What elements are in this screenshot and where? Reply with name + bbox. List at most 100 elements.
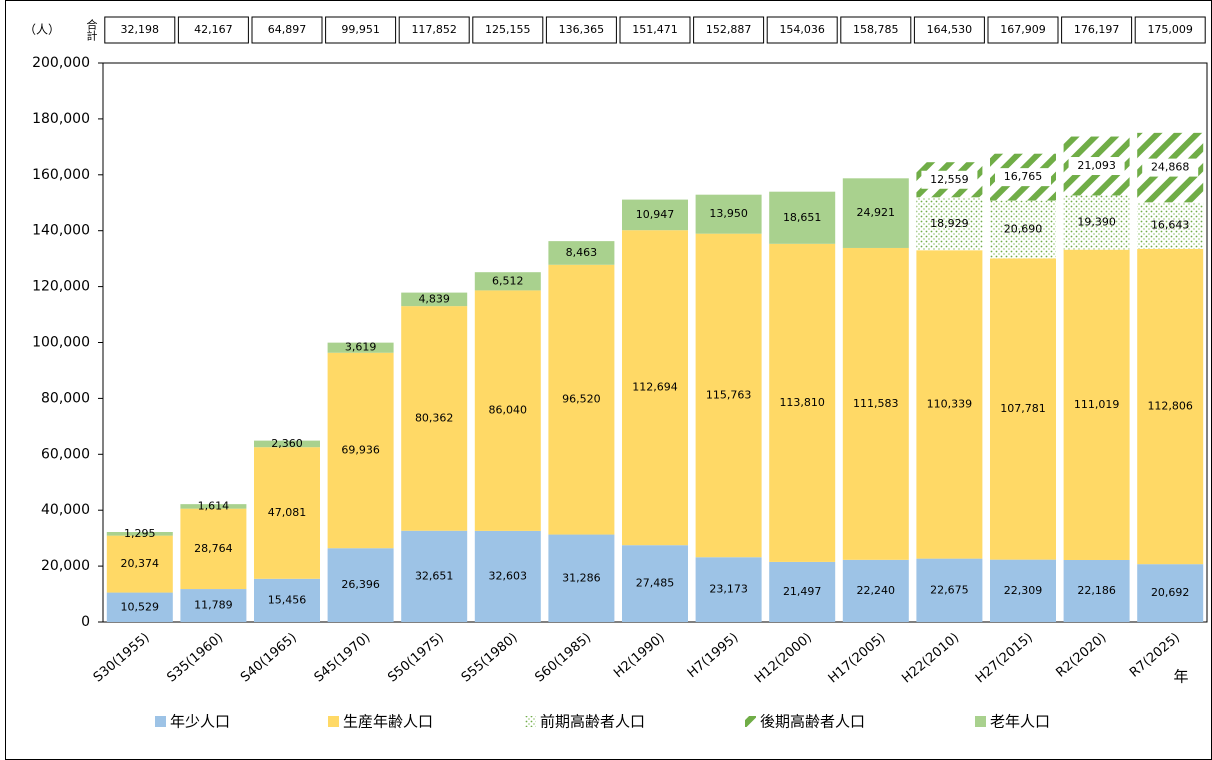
value-label: 13,950 (709, 207, 748, 220)
value-label: 6,512 (492, 274, 524, 287)
value-label: 15,456 (268, 593, 307, 606)
value-label: 20,690 (1004, 222, 1043, 235)
total-box (766, 16, 838, 44)
label-bg (995, 168, 1051, 187)
bar-segment (180, 504, 247, 509)
legend-label: 前期高齢者人口 (540, 713, 645, 731)
value-label: 113,810 (779, 396, 825, 409)
total-label: 117,852 (411, 23, 457, 36)
value-label: 21,497 (783, 585, 822, 598)
legend-swatch (155, 716, 166, 727)
value-label: 18,929 (930, 217, 969, 230)
value-label: 69,936 (341, 443, 380, 456)
value-label: 27,485 (636, 577, 675, 590)
value-label: 1,295 (124, 527, 156, 540)
bar-segment (916, 250, 983, 559)
x-tick-label: H7(1995) (685, 630, 742, 681)
y-tick-label: 180,000 (32, 111, 90, 127)
bar-segment (1063, 195, 1130, 250)
legend-swatch (525, 716, 536, 727)
value-label: 111,583 (853, 397, 899, 410)
y-tick-label: 200,000 (32, 55, 90, 71)
total-box (1134, 16, 1206, 44)
bar-segment (254, 447, 320, 579)
value-label: 8,463 (566, 246, 598, 259)
value-label: 110,339 (927, 397, 973, 410)
value-label: 10,947 (636, 208, 675, 221)
bar-segment (548, 534, 615, 622)
y-tick-label: 100,000 (32, 335, 90, 351)
bar-segment (401, 306, 468, 531)
value-label: 2,360 (271, 437, 303, 450)
total-box (840, 16, 912, 44)
total-box (913, 16, 985, 44)
total-label: 42,167 (194, 23, 233, 36)
bar-segment (1063, 559, 1130, 622)
y-tick-label: 80,000 (41, 390, 90, 406)
bar-segment (474, 290, 541, 531)
value-label: 10,529 (121, 600, 160, 613)
x-tick-label: S60(1985) (532, 630, 594, 685)
bar-segment (695, 194, 762, 234)
total-label: 164,530 (927, 23, 973, 36)
total-label: 158,785 (853, 23, 899, 36)
total-label: 154,036 (779, 23, 825, 36)
value-label: 31,286 (562, 571, 601, 584)
value-label: 20,692 (1151, 586, 1190, 599)
legend-swatch (975, 716, 986, 727)
x-tick-label: S40(1965) (238, 630, 300, 685)
total-label: 32,198 (121, 23, 160, 36)
value-label: 18,651 (783, 211, 822, 224)
total-box (177, 16, 249, 44)
total-label: 99,951 (341, 23, 380, 36)
value-label: 19,390 (1077, 216, 1116, 229)
value-label: 3,619 (345, 341, 377, 354)
total-box (104, 16, 176, 44)
x-tick-label: H12(2000) (752, 630, 815, 686)
total-label: 152,887 (706, 23, 752, 36)
bar-segment (254, 440, 320, 448)
total-box (545, 16, 617, 44)
bar-segment (695, 557, 762, 622)
bar-segment (401, 292, 468, 307)
bar-segment (106, 592, 173, 622)
bar-segment (106, 535, 173, 593)
x-tick-label: H27(2015) (973, 630, 1036, 686)
value-label: 24,921 (857, 206, 896, 219)
x-tick-label: H2(1990) (611, 630, 668, 681)
bar-segment (474, 530, 541, 622)
value-label: 112,806 (1147, 400, 1193, 413)
total-label: 136,365 (559, 23, 605, 36)
x-tick-label: H17(2005) (826, 630, 889, 686)
bar-segment (916, 558, 983, 622)
value-label: 23,173 (709, 583, 748, 596)
total-label: 175,009 (1147, 23, 1193, 36)
bar-segment (327, 342, 394, 353)
y-tick-label: 140,000 (32, 223, 90, 239)
bar-segment (180, 589, 247, 622)
bar-segment (842, 247, 909, 560)
value-label: 47,081 (268, 506, 307, 519)
value-label: 22,675 (930, 583, 969, 596)
bar-segment (990, 559, 1056, 622)
y-tick-label: 60,000 (41, 446, 90, 462)
x-tick-label: H22(2010) (899, 630, 962, 686)
bar-segment (622, 545, 688, 622)
x-tick-label: S45(1970) (312, 630, 374, 685)
legend-label: 老年人口 (990, 713, 1050, 731)
y-tick-label: 20,000 (41, 558, 90, 574)
total-box (398, 16, 470, 44)
total-box (693, 16, 765, 44)
bar-segment (1137, 248, 1204, 565)
value-label: 16,643 (1151, 219, 1190, 232)
y-tick-label: 0 (81, 614, 90, 630)
value-label: 96,520 (562, 393, 601, 406)
value-label: 112,694 (632, 381, 678, 394)
value-label: 107,781 (1000, 402, 1046, 415)
value-label: 28,764 (194, 542, 233, 555)
value-label: 20,374 (121, 557, 160, 570)
total-box (472, 16, 544, 44)
value-label: 22,309 (1004, 584, 1043, 597)
bar-segment (327, 352, 394, 549)
